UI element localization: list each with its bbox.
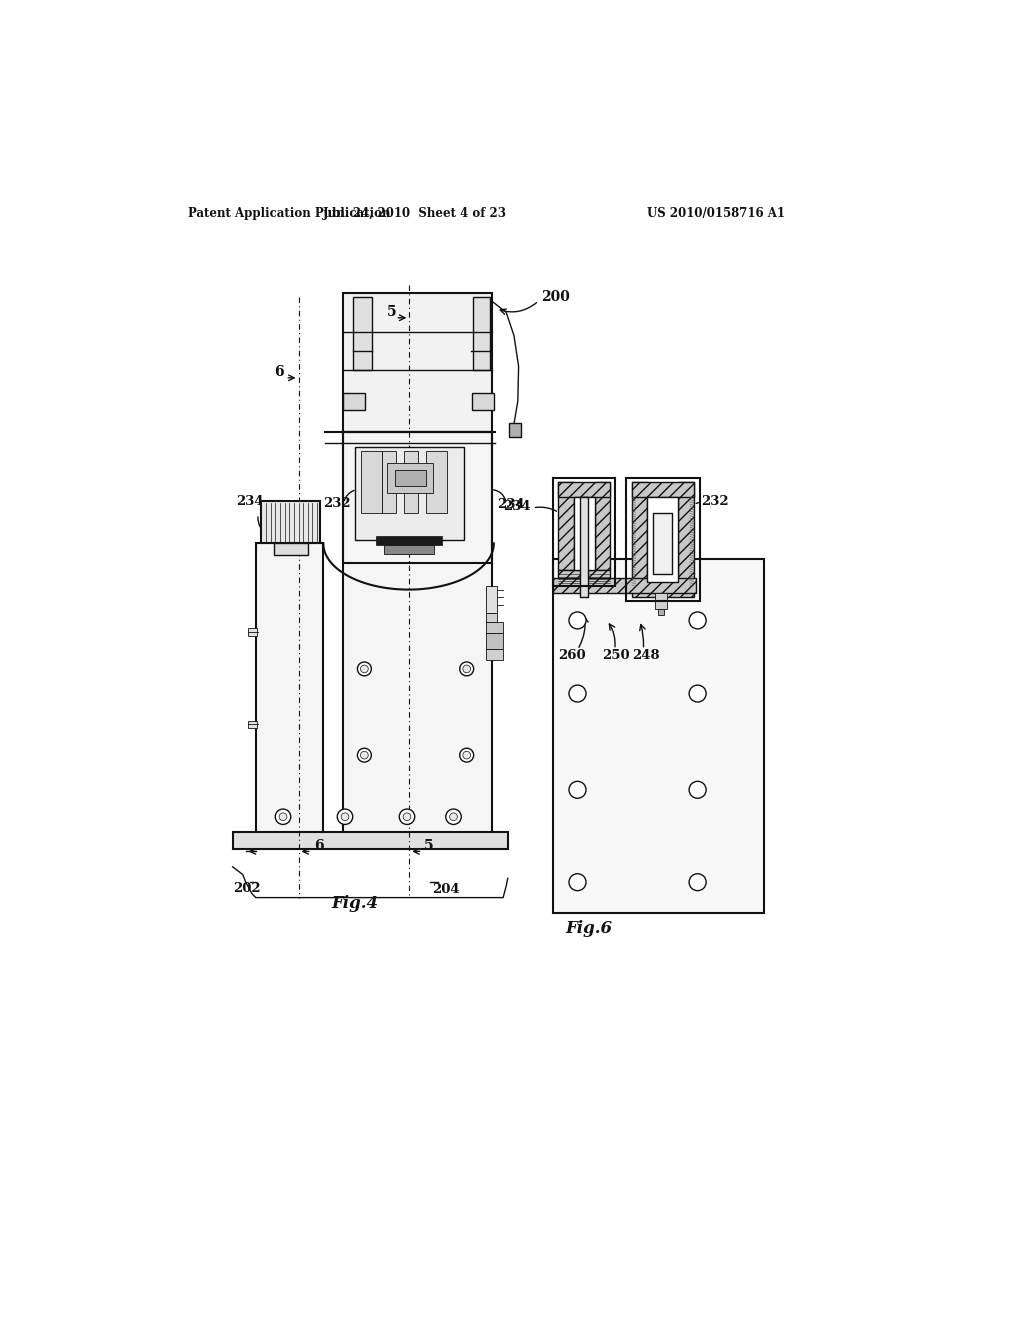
Text: 6: 6 (314, 840, 324, 853)
Bar (261, 502, 321, 544)
Circle shape (399, 809, 415, 825)
Circle shape (463, 751, 471, 759)
Bar (248, 721, 257, 729)
Bar (384, 545, 434, 554)
Bar (232, 832, 508, 849)
Bar (355, 447, 464, 540)
Text: 234: 234 (237, 495, 264, 508)
Circle shape (460, 663, 474, 676)
Circle shape (689, 612, 707, 628)
Bar (558, 570, 610, 586)
Circle shape (569, 781, 586, 799)
Bar (403, 451, 418, 512)
Bar (553, 478, 614, 586)
Bar (632, 482, 693, 498)
Bar (658, 609, 665, 615)
Text: 232: 232 (324, 496, 351, 510)
Text: 204: 204 (432, 883, 460, 896)
Circle shape (569, 685, 586, 702)
Circle shape (450, 813, 458, 821)
Bar (509, 424, 521, 437)
Text: Patent Application Publication: Patent Application Publication (188, 207, 391, 220)
Bar (343, 432, 493, 836)
Text: 6: 6 (274, 366, 284, 379)
Bar (678, 482, 693, 582)
Circle shape (689, 781, 707, 799)
Circle shape (403, 813, 411, 821)
Bar (382, 451, 396, 512)
Bar (486, 622, 503, 634)
Bar (360, 451, 382, 512)
Bar (352, 297, 372, 370)
Text: 5: 5 (424, 840, 434, 853)
Text: 232: 232 (701, 495, 729, 508)
Text: 202: 202 (232, 882, 260, 895)
Bar (256, 544, 324, 836)
Circle shape (280, 813, 287, 821)
Bar (595, 482, 610, 570)
Circle shape (275, 809, 291, 825)
Circle shape (689, 874, 707, 891)
Text: 234: 234 (504, 500, 531, 513)
Bar (632, 482, 647, 582)
Bar (343, 293, 493, 432)
Circle shape (463, 665, 471, 673)
Circle shape (460, 748, 474, 762)
Circle shape (445, 809, 461, 825)
Circle shape (360, 665, 369, 673)
Bar (473, 297, 489, 370)
Text: 248: 248 (632, 648, 659, 661)
Bar (248, 628, 257, 636)
Bar (632, 582, 693, 598)
Bar (553, 578, 696, 594)
Circle shape (357, 663, 372, 676)
Text: 260: 260 (558, 648, 586, 661)
Circle shape (360, 751, 369, 759)
Text: Fig.4: Fig.4 (332, 895, 379, 912)
Text: Fig.6: Fig.6 (565, 920, 612, 937)
Text: 5: 5 (387, 305, 397, 319)
Text: 234: 234 (497, 499, 524, 511)
Circle shape (689, 685, 707, 702)
Bar (486, 649, 503, 660)
Text: Jun. 24, 2010  Sheet 4 of 23: Jun. 24, 2010 Sheet 4 of 23 (323, 207, 507, 220)
Bar (486, 586, 497, 612)
Bar (558, 482, 610, 498)
Bar (580, 498, 588, 598)
Circle shape (569, 612, 586, 628)
Bar (472, 393, 494, 411)
Text: 250: 250 (602, 648, 630, 661)
Bar (426, 451, 447, 512)
Bar (486, 612, 497, 622)
Bar (573, 498, 595, 570)
Bar (626, 478, 700, 601)
Bar (558, 482, 573, 570)
Text: 200: 200 (541, 290, 570, 304)
Bar (553, 558, 764, 913)
Bar (343, 432, 493, 562)
Bar (655, 594, 668, 609)
Bar (387, 462, 433, 494)
Bar (394, 470, 426, 486)
Bar (486, 634, 503, 649)
Bar (273, 544, 308, 554)
Circle shape (341, 813, 349, 821)
Bar (376, 536, 442, 545)
Bar (647, 498, 678, 582)
Bar (343, 393, 366, 411)
Circle shape (357, 748, 372, 762)
Circle shape (337, 809, 352, 825)
Text: US 2010/0158716 A1: US 2010/0158716 A1 (647, 207, 785, 220)
Bar (653, 512, 672, 574)
Circle shape (569, 874, 586, 891)
